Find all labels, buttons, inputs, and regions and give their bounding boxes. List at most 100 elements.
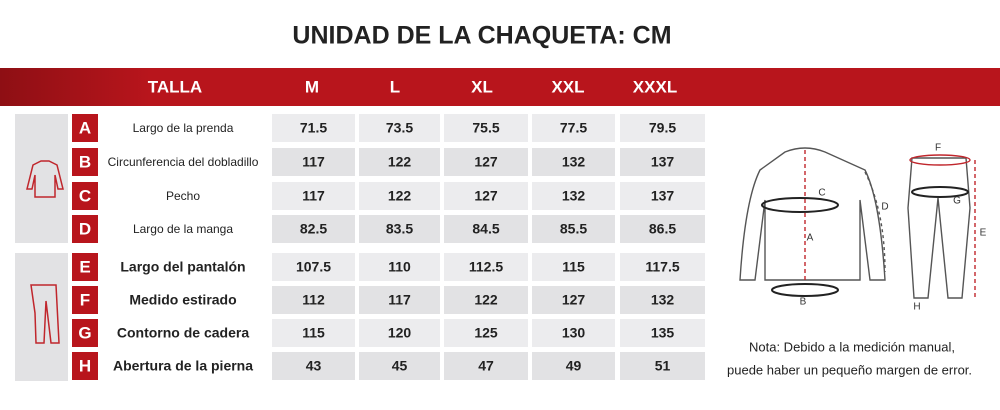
- value-cell: [272, 148, 355, 176]
- value-cell: [444, 182, 528, 210]
- value-cell: [272, 352, 355, 380]
- row-key: F: [80, 290, 90, 309]
- value-cell: [444, 286, 528, 314]
- key-box: [72, 215, 98, 243]
- value: 51: [655, 358, 671, 374]
- value-cell: [444, 319, 528, 347]
- value: 130: [562, 325, 586, 341]
- value: 43: [306, 358, 322, 374]
- value: 86.5: [649, 221, 676, 237]
- value: 120: [388, 325, 412, 341]
- header-cell: TALLA: [148, 77, 202, 96]
- value: 137: [651, 188, 675, 204]
- icon-cell: [15, 114, 68, 243]
- row-label: Circunferencia del dobladillo: [108, 155, 259, 169]
- key-box: [72, 114, 98, 142]
- value: 127: [474, 154, 498, 170]
- title: UNIDAD DE LA CHAQUETA: CM: [292, 22, 671, 50]
- row-label: Largo de la prenda: [133, 121, 234, 135]
- row-key: G: [78, 323, 91, 342]
- value-cell: [620, 319, 705, 347]
- header-cell: XL: [471, 77, 493, 96]
- value-cell: [620, 352, 705, 380]
- value: 77.5: [560, 120, 587, 136]
- row-key: D: [79, 219, 91, 238]
- diagram-label: D: [881, 202, 888, 213]
- value-cell: [272, 114, 355, 142]
- label-cell: [100, 253, 267, 281]
- value: 132: [651, 292, 675, 308]
- value: 117: [302, 188, 325, 204]
- value: 85.5: [560, 221, 587, 237]
- diagram-label: H: [913, 302, 920, 313]
- value-cell: [620, 114, 705, 142]
- row-key: B: [79, 152, 91, 171]
- label-cell: [100, 352, 267, 380]
- row-label: Contorno de cadera: [117, 325, 249, 341]
- key-box: [72, 319, 98, 347]
- value-cell: [620, 215, 705, 243]
- row-label: Abertura de la pierna: [113, 358, 253, 374]
- value-cell: [532, 148, 615, 176]
- diagram-label: A: [807, 233, 814, 244]
- value: 79.5: [649, 120, 676, 136]
- row-key: H: [79, 356, 91, 375]
- value: 110: [388, 259, 411, 275]
- row-key: A: [79, 118, 91, 137]
- value-cell: [272, 253, 355, 281]
- row-label: Medido estirado: [129, 292, 236, 308]
- row-key: E: [79, 257, 90, 276]
- label-cell: [100, 286, 267, 314]
- value: 117: [388, 292, 411, 308]
- value: 47: [478, 358, 494, 374]
- value-cell: [272, 182, 355, 210]
- diagram-drawings: [739, 147, 976, 299]
- value: 122: [388, 188, 412, 204]
- value: 75.5: [472, 120, 499, 136]
- row-label: Largo del pantalón: [120, 259, 245, 275]
- value-cell: [620, 286, 705, 314]
- value-cell: [620, 253, 705, 281]
- value: 115: [562, 259, 585, 275]
- value: 49: [566, 358, 582, 374]
- value-cell: [532, 215, 615, 243]
- value: 132: [562, 154, 586, 170]
- value-cell: [444, 148, 528, 176]
- value-cell: [359, 319, 440, 347]
- value-cell: [444, 215, 528, 243]
- value: 107.5: [296, 259, 331, 275]
- value: 112: [302, 292, 325, 308]
- icon-cell: [15, 253, 68, 381]
- value: 125: [474, 325, 498, 341]
- label-cell: [100, 182, 267, 210]
- value-cell: [532, 253, 615, 281]
- header-cell: XXXL: [633, 77, 677, 96]
- value-cell: [359, 215, 440, 243]
- value: 112.5: [469, 259, 503, 275]
- value-cell: [532, 319, 615, 347]
- value: 117: [302, 154, 325, 170]
- value: 73.5: [386, 120, 413, 136]
- key-box: [72, 253, 98, 281]
- value-cell: [444, 352, 528, 380]
- value-cell: [532, 114, 615, 142]
- key-box: [72, 148, 98, 176]
- value: 132: [562, 188, 586, 204]
- value-cell: [359, 114, 440, 142]
- value-cell: [359, 352, 440, 380]
- label-cell: [100, 148, 267, 176]
- value-cell: [532, 182, 615, 210]
- header-cell: L: [390, 77, 400, 96]
- header-cell: XXL: [551, 77, 584, 96]
- value-cell: [444, 114, 528, 142]
- note-line: puede haber un pequeño margen de error.: [727, 362, 972, 377]
- value: 137: [651, 154, 675, 170]
- label-cell: [100, 215, 267, 243]
- row-label: Largo de la manga: [133, 222, 233, 236]
- diagram-label: B: [800, 297, 807, 308]
- row-label: Pecho: [166, 189, 200, 203]
- value: 83.5: [386, 221, 413, 237]
- value: 122: [474, 292, 498, 308]
